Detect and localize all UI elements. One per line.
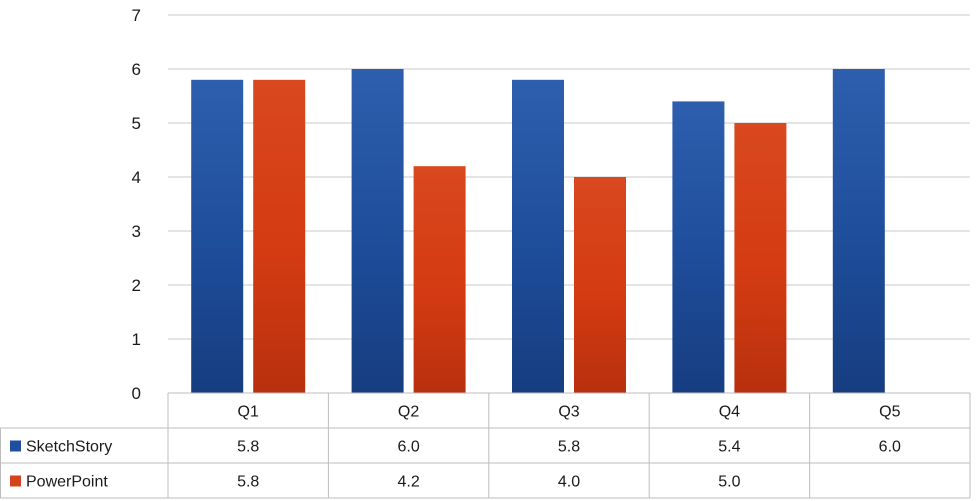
- data-label: 4.2: [397, 474, 419, 491]
- data-label: 6.0: [397, 439, 419, 456]
- data-label: 5.8: [237, 474, 259, 491]
- legend-label: PowerPoint: [26, 474, 108, 491]
- bar-powerpoint-q3: [574, 177, 626, 393]
- bar-powerpoint-q4: [734, 123, 787, 393]
- bar-sketchstory-q2: [351, 69, 404, 393]
- x-category-label: Q1: [238, 404, 259, 421]
- y-tick-label: 3: [132, 222, 141, 241]
- y-tick-label: 4: [132, 168, 141, 187]
- bar-sketchstory-q3: [512, 79, 564, 394]
- bar-sketchstory-q1: [191, 79, 244, 394]
- bar-powerpoint-q2: [413, 166, 466, 393]
- x-category-label: Q2: [398, 404, 419, 421]
- x-category-label: Q5: [879, 404, 900, 421]
- y-tick-label: 6: [132, 60, 141, 79]
- x-category-label: Q3: [558, 404, 579, 421]
- data-label: 4.0: [558, 474, 580, 491]
- data-label: 5.8: [558, 439, 580, 456]
- y-tick-label: 5: [132, 114, 141, 133]
- data-label: 5.0: [718, 474, 740, 491]
- bar-sketchstory-q5: [832, 69, 885, 393]
- data-label: 6.0: [879, 439, 901, 456]
- data-label: 5.8: [237, 439, 259, 456]
- bar-powerpoint-q1: [253, 79, 306, 394]
- y-tick-label: 2: [132, 276, 141, 295]
- y-tick-label: 1: [132, 330, 141, 349]
- y-tick-label: 0: [132, 384, 141, 403]
- y-tick-label: 7: [132, 6, 141, 25]
- x-category-label: Q4: [719, 404, 740, 421]
- data-label: 5.4: [718, 439, 740, 456]
- legend-label: SketchStory: [26, 439, 112, 456]
- legend-key-powerpoint: [10, 475, 21, 487]
- bars: [191, 69, 885, 394]
- y-axis-ticks: 0 1 2 3 4 5 6 7: [132, 6, 141, 403]
- bar-sketchstory-q4: [672, 101, 725, 394]
- data-table: Q1 Q2 Q3 Q4 Q5 SketchStory 5.8 6.0 5.8 5.4 6.0 Powe…: [0, 392, 971, 499]
- legend-key-sketchstory: [10, 440, 21, 452]
